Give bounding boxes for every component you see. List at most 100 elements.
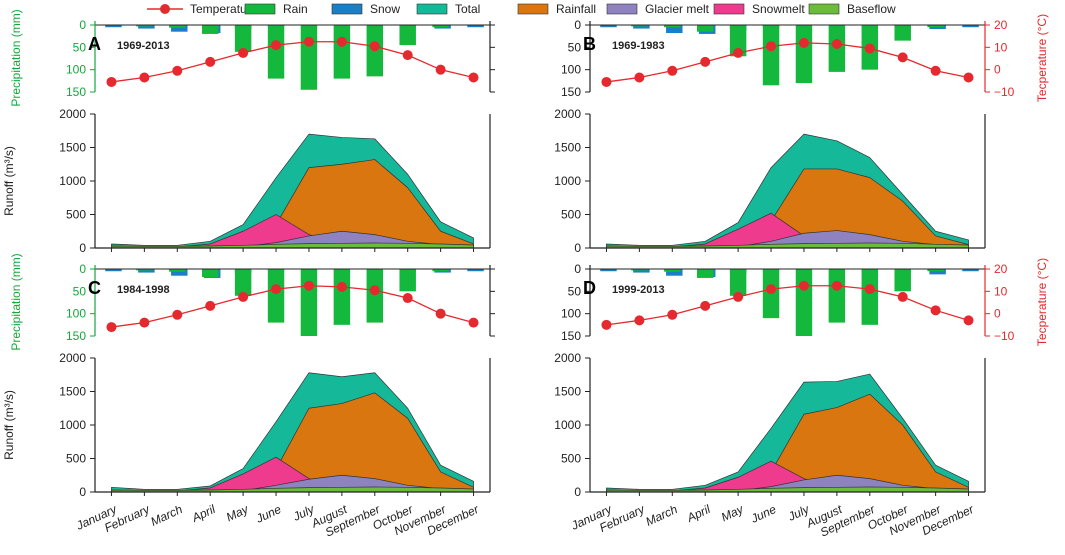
legend-label: Baseflow (847, 2, 896, 16)
legend-swatch (606, 3, 638, 15)
precip-tick-label: 150 (66, 329, 86, 343)
temperature-point (106, 322, 117, 333)
panel-period: 1969-1983 (612, 40, 665, 52)
rain-bar (267, 269, 285, 323)
panel-period: 1999-2013 (612, 284, 665, 296)
runoff-tick-label: 0 (574, 485, 581, 499)
rain-bar (201, 269, 219, 278)
precip-tick-label: 50 (568, 40, 582, 54)
snow-bar (962, 269, 979, 272)
temp-axis-title-bottom: Tecperature (°C) (1035, 258, 1049, 346)
temperature-point (667, 65, 678, 76)
rain-bar (333, 25, 351, 79)
rain-bar (234, 25, 252, 52)
temperature-point (139, 317, 150, 328)
runoff-tick-label: 1000 (59, 174, 86, 188)
temperature-point (897, 291, 908, 302)
rain-bar (664, 25, 681, 28)
month-label: March (148, 502, 184, 529)
rain-bar (432, 269, 449, 272)
runoff-tick-label: 500 (561, 208, 581, 222)
temperature-point (766, 41, 777, 52)
rain-bar (762, 25, 780, 86)
runoff-tick-label: 1000 (59, 418, 86, 432)
temperature-point (634, 72, 645, 83)
temperature-point (271, 284, 282, 295)
rain-bar (729, 25, 747, 57)
temp-tick-label: 10 (994, 40, 1008, 54)
precip-tick-label: 0 (574, 262, 581, 276)
rain-bar (333, 269, 351, 325)
legend-temperature-marker (160, 4, 170, 14)
month-label: June (253, 502, 284, 526)
legend-item-rain: Rain (244, 2, 308, 16)
runoff-axis-title-bottom: Runoff (m³/s) (2, 390, 16, 460)
runoff-panel: 2000 1500 1000 500 0 (59, 107, 491, 255)
panel-period: 1969-2013 (117, 40, 170, 52)
temperature-point (733, 291, 744, 302)
temperature-point (864, 43, 875, 54)
temperature-point (336, 36, 347, 47)
rain-bar (795, 25, 813, 84)
rain-bar (399, 269, 416, 292)
snow-bar (105, 25, 122, 28)
rain-bar (399, 25, 416, 46)
rain-bar (136, 269, 153, 271)
panel-letter: D (583, 278, 596, 298)
rain-bar (169, 25, 186, 28)
snow-bar (171, 269, 188, 276)
temperature-point (435, 64, 446, 75)
precip-tick-label: 150 (561, 329, 581, 343)
runoff-tick-label: 1500 (554, 385, 581, 399)
snow-bar (633, 269, 650, 273)
precip-tick-label: 50 (568, 284, 582, 298)
temperature-point (963, 315, 974, 326)
rain-bar (136, 25, 153, 27)
rain-bar (894, 25, 911, 41)
temp-tick-label: −10 (994, 329, 1015, 343)
rain-bar (631, 25, 648, 27)
rain-bar (927, 25, 944, 28)
runoff-tick-label: 1500 (554, 141, 581, 155)
panel-letter: B (583, 34, 596, 54)
legend-item-glacier-melt: Glacier melt (606, 2, 710, 16)
runoff-tick-label: 1000 (554, 418, 581, 432)
legend-item-rainfall: Rainfall (517, 2, 596, 16)
snow-bar (962, 25, 979, 28)
panel-letter: C (88, 278, 101, 298)
temperature-point (733, 47, 744, 58)
temp-tick-label: 10 (994, 284, 1008, 298)
runoff-tick-label: 0 (79, 485, 86, 499)
runoff-tick-label: 0 (79, 241, 86, 255)
precip-tick-label: 0 (79, 18, 86, 32)
snow-bar (666, 269, 683, 276)
legend-item-total: Total (416, 2, 480, 16)
temperature-point (766, 284, 777, 295)
temperature-point (468, 72, 479, 83)
legend-label: Rain (283, 2, 308, 16)
rain-bar (894, 269, 911, 292)
month-label: June (748, 502, 779, 526)
legend-swatch (808, 3, 840, 15)
temperature-point (601, 76, 612, 87)
temperature-point (468, 317, 479, 328)
temperature-line (111, 285, 474, 328)
runoff-tick-label: 1500 (59, 141, 86, 155)
runoff-axis-title-top: Runoff (m³/s) (2, 146, 16, 216)
panel-letter: A (88, 34, 101, 54)
month-label: April (684, 502, 713, 525)
legend-label: Snowmelt (752, 2, 805, 16)
precip-tick-label: 50 (73, 284, 87, 298)
temperature-line (606, 285, 969, 326)
baseflow-area (111, 242, 474, 249)
precip-panel: 0 50 100 150 A 1969-2013 (66, 18, 495, 99)
precip-tick-label: 0 (79, 262, 86, 276)
temperature-point (238, 47, 249, 58)
precip-tick-label: 50 (73, 40, 87, 54)
temperature-point (106, 76, 117, 87)
precip-tick-label: 100 (561, 307, 581, 321)
rain-bar (432, 25, 449, 28)
